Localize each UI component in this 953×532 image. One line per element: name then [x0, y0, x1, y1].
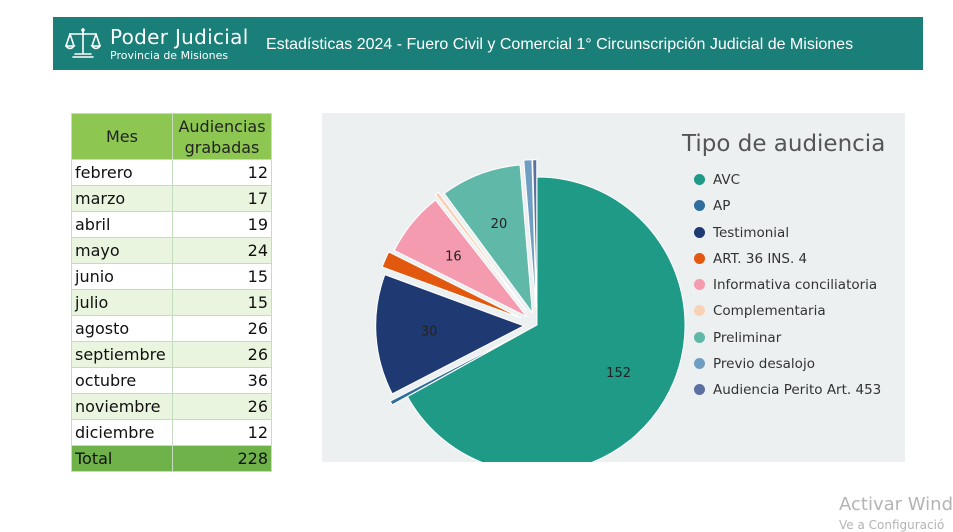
pie-slice-testimonial — [375, 274, 525, 395]
month-cell: junio — [71, 263, 173, 290]
count-cell: 24 — [172, 237, 272, 264]
table-row: octubre 36 — [71, 367, 272, 394]
column-header-recorded-hearings: Audiencias grabadas — [172, 113, 272, 160]
table-row: febrero 12 — [71, 159, 272, 186]
logo-title: Poder Judicial — [110, 25, 249, 49]
legend-label: AVC — [713, 172, 741, 188]
month-cell: septiembre — [71, 341, 173, 368]
column-header-line2: grabadas — [184, 137, 260, 157]
pie-slice-informativa-conciliatoria — [393, 199, 528, 318]
legend-label: AP — [713, 198, 731, 215]
legend-swatch — [694, 200, 705, 212]
count-cell: 36 — [172, 367, 272, 394]
total-label: Total — [71, 445, 173, 472]
count-cell: 26 — [172, 315, 272, 342]
month-cell: marzo — [71, 185, 173, 212]
activation-watermark: Activar Wind Ve a Configuració — [839, 494, 953, 532]
legend-label: Complementaria — [713, 303, 826, 320]
pie-slice-audiencia-perito-art-453 — [532, 159, 538, 308]
month-cell: agosto — [71, 315, 173, 342]
scales-of-justice-icon — [65, 28, 101, 58]
pie-slice-avc — [406, 176, 686, 462]
pie-slice-ap — [389, 332, 522, 406]
legend-label: Previo desalojo — [713, 356, 815, 373]
data-label: 20 — [491, 217, 508, 232]
table-row: marzo 17 — [71, 185, 272, 212]
month-cell: julio — [71, 289, 173, 316]
data-label: 152 — [606, 366, 631, 381]
legend-swatch — [694, 358, 705, 370]
count-cell: 26 — [172, 341, 272, 368]
pie-slice-preliminar — [443, 164, 533, 315]
count-cell: 17 — [172, 185, 272, 212]
data-label: 30 — [421, 325, 438, 340]
month-cell: febrero — [71, 159, 173, 186]
month-cell: diciembre — [71, 419, 173, 446]
count-cell: 15 — [172, 263, 272, 290]
count-cell: 15 — [172, 289, 272, 316]
table-header-row: Mes Audiencias grabadas — [71, 113, 272, 160]
count-cell: 12 — [172, 419, 272, 446]
hearings-table: Mes Audiencias grabadas febrero 12 marzo 1… — [71, 113, 272, 472]
table-row: septiembre 26 — [71, 341, 272, 368]
logo-subtitle: Provincia de Misiones — [110, 49, 229, 62]
pie-slice-previo-desalojo — [523, 159, 537, 308]
month-cell: noviembre — [71, 393, 173, 420]
legend-swatch — [694, 226, 705, 238]
legend-title: Tipo de audiencia — [682, 131, 886, 157]
legend-swatch — [694, 279, 705, 291]
column-header-month: Mes — [71, 113, 173, 160]
pie-chart-panel: 152 30 16 20 Tipo de audiencia AVC AP Testimo… — [322, 113, 905, 462]
pie-chart: 152 30 16 20 — [375, 159, 686, 462]
table-total-row: Total 228 — [71, 445, 272, 472]
page-title: Estadísticas 2024 - Fuero Civil y Comerc… — [266, 36, 854, 53]
month-cell: octubre — [71, 367, 173, 394]
header-banner: Poder Judicial Provincia de Misiones Est… — [53, 17, 923, 70]
table-row: agosto 26 — [71, 315, 272, 342]
count-cell: 12 — [172, 159, 272, 186]
table-row: abril 19 — [71, 211, 272, 238]
table-row: mayo 24 — [71, 237, 272, 264]
legend-swatch — [694, 384, 705, 396]
watermark-line2: Ve a Configuració — [839, 518, 945, 532]
table-row: julio 15 — [71, 289, 272, 316]
count-cell: 26 — [172, 393, 272, 420]
month-cell: mayo — [71, 237, 173, 264]
month-cell: abril — [71, 211, 173, 238]
legend-label: Testimonial — [713, 224, 790, 241]
legend-swatch — [694, 305, 705, 317]
legend-swatch — [694, 252, 705, 264]
table-row: noviembre 26 — [71, 393, 272, 420]
legend-label: Preliminar — [713, 329, 782, 346]
legend-swatch — [694, 174, 705, 185]
pie-slice-art-36-ins-4 — [381, 251, 522, 319]
count-cell: 19 — [172, 211, 272, 238]
pie-slice-complementaria — [434, 191, 527, 312]
column-header-line1: Audiencias — [178, 116, 266, 136]
legend-swatch — [694, 331, 705, 343]
legend-label: Informativa conciliatoria — [713, 277, 878, 294]
watermark-line1: Activar Wind — [839, 494, 953, 515]
total-value: 228 — [172, 445, 272, 472]
data-label: 16 — [445, 250, 462, 265]
legend-label: ART. 36 INS. 4 — [713, 250, 808, 267]
legend-label: Audiencia Perito Art. 453 — [713, 382, 882, 399]
table-row: junio 15 — [71, 263, 272, 290]
table-row: diciembre 12 — [71, 419, 272, 446]
